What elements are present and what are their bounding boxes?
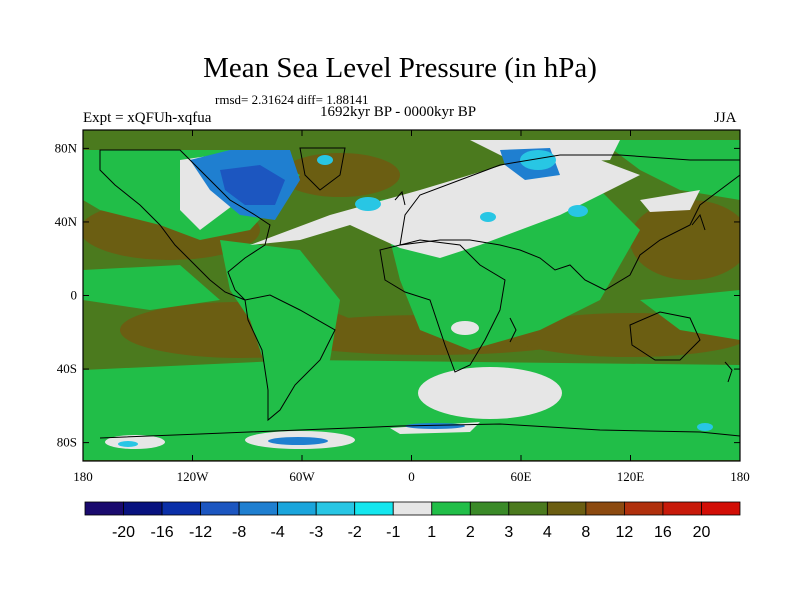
colorbar-swatch	[392, 501, 433, 516]
lon-tick-label: 120W	[177, 469, 210, 484]
lat-tick-label: 40S	[57, 361, 77, 376]
colorbar-label: 8	[581, 524, 590, 541]
lat-tick-label: 0	[71, 288, 78, 303]
colorbar-swatch	[585, 501, 625, 516]
colorbar-swatch	[200, 501, 240, 516]
africa-coast	[379, 239, 506, 373]
map-title: Mean Sea Level Pressure (in hPa)	[203, 52, 597, 84]
lon-tick-label: 180	[73, 469, 93, 484]
australia-coast	[629, 311, 701, 361]
colorbar-swatch	[469, 501, 510, 516]
lon-tick-label: 0	[408, 469, 415, 484]
colorbar-label: -3	[309, 524, 323, 541]
colorbar-label: 20	[693, 524, 711, 541]
map-field	[83, 130, 740, 461]
eurasia-coast	[399, 154, 740, 291]
antarctica-coast	[99, 423, 740, 439]
cyan-pressure-regions	[118, 150, 713, 447]
colorbar-label: -4	[271, 524, 285, 541]
colorbar: -20 -16 -12 -8 -4 -3 -2 -1 1 2 3 4 8 12 16 20	[84, 501, 741, 541]
latitude-ticks: 80N 40N 0 40S 80S	[55, 140, 740, 450]
colorbar-swatch	[354, 501, 394, 516]
new-zealand-coast	[724, 361, 733, 383]
season-label: JJA	[714, 110, 737, 126]
uk-coast	[394, 190, 406, 206]
colorbar-label: -12	[189, 524, 212, 541]
lat-tick-label: 80N	[55, 140, 78, 155]
colorbar-label: 3	[504, 524, 513, 541]
colorbar-swatch	[315, 501, 356, 516]
lon-tick-label: 180	[730, 469, 750, 484]
colorbar-label: -1	[386, 524, 400, 541]
longitude-ticks: 180 120W 60W 0 60E 120E 180	[73, 130, 750, 484]
north-america-coast	[99, 149, 271, 301]
colorbar-label: -8	[232, 524, 246, 541]
coastlines	[99, 147, 740, 439]
colorbar-swatch	[431, 501, 471, 516]
colorbar-label: -2	[348, 524, 362, 541]
lon-tick-label: 60E	[511, 469, 532, 484]
colorbar-label: 12	[616, 524, 634, 541]
colorbar-swatch	[84, 501, 124, 516]
lon-tick-label: 120E	[617, 469, 645, 484]
green-pressure-regions	[83, 140, 740, 460]
lat-tick-label: 40N	[55, 214, 78, 229]
japan-coast	[691, 213, 706, 231]
colorbar-swatch	[701, 501, 741, 516]
greenland-coast	[299, 147, 346, 191]
colorbar-label: 16	[654, 524, 672, 541]
colorbar-label: -16	[150, 524, 173, 541]
colorbar-swatch	[546, 501, 587, 516]
lon-tick-label: 60W	[289, 469, 315, 484]
colorbar-label: 1	[427, 524, 436, 541]
lat-tick-label: 80S	[57, 435, 77, 450]
experiment-label: Expt = xQFUh-xqfua	[83, 110, 212, 126]
colorbar-swatch	[277, 501, 317, 516]
south-america-coast	[244, 294, 336, 422]
colorbar-label: 2	[466, 524, 475, 541]
colorbar-swatch	[662, 501, 702, 516]
colorbar-swatch	[508, 501, 548, 516]
colorbar-swatch	[161, 501, 201, 516]
colorbar-swatch	[238, 501, 279, 516]
dark-blue-pressure-regions	[220, 165, 285, 205]
madagascar-coast	[509, 317, 517, 343]
colorbar-swatch	[624, 501, 664, 516]
colorbar-swatch	[123, 501, 163, 516]
stats-line: rmsd= 2.31624 diff= 1.88141	[215, 92, 369, 107]
period-label: 1692kyr BP - 0000kyr BP	[320, 104, 477, 120]
colorbar-label: -20	[112, 524, 135, 541]
colorbar-label: 4	[543, 524, 552, 541]
